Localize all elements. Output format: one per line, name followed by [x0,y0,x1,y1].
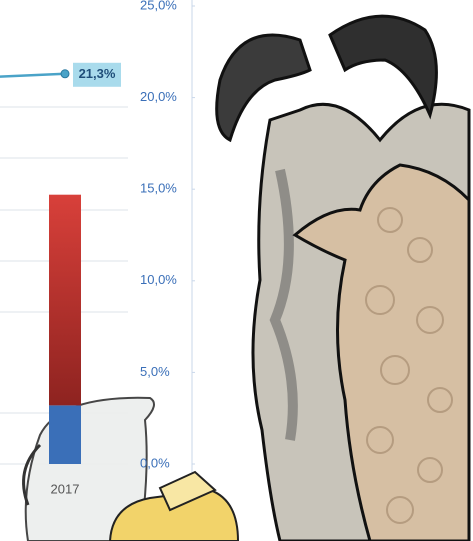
y-tick-label: 20,0% [140,89,177,104]
y-tick-label: 0,0% [140,455,170,470]
y-tick-label: 5,0% [140,364,170,379]
chart: 0,0% 5,0% 10,0% 15,0% 20,0% 25,0% 21,3% 2017 [0,0,473,541]
bar [49,195,81,406]
line-point [61,70,69,78]
value-label: 21,3% [79,66,116,81]
y-tick-label: 10,0% [140,272,177,287]
y-tick-label: 25,0% [140,0,177,12]
x-tick-label: 2017 [51,481,80,496]
bar [49,405,81,464]
line [0,74,65,81]
y-tick-label: 15,0% [140,181,177,196]
